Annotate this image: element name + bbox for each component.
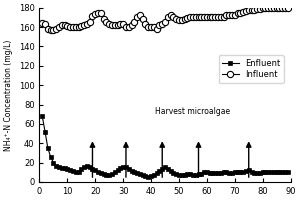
Enfluent: [146, 176, 150, 178]
Influent: [40, 22, 44, 24]
Influent: [68, 26, 72, 28]
Y-axis label: NH₄⁺-N Concentration (mg/L): NH₄⁺-N Concentration (mg/L): [4, 39, 13, 151]
Enfluent: [71, 170, 75, 173]
Line: Enfluent: Enfluent: [40, 114, 290, 179]
Influent: [261, 6, 265, 9]
Enfluent: [261, 171, 265, 173]
Influent: [264, 6, 267, 9]
Enfluent: [66, 168, 69, 171]
Legend: Enfluent, Influent: Enfluent, Influent: [219, 55, 284, 83]
Enfluent: [169, 170, 172, 173]
Text: Harvest microalgae: Harvest microalgae: [155, 107, 230, 116]
Influent: [94, 13, 97, 16]
Enfluent: [91, 168, 94, 171]
Influent: [49, 29, 52, 31]
Enfluent: [286, 171, 290, 173]
Influent: [169, 14, 172, 17]
Enfluent: [135, 172, 139, 174]
Line: Influent: Influent: [39, 5, 291, 33]
Influent: [286, 6, 290, 9]
Enfluent: [40, 115, 44, 117]
Influent: [138, 14, 142, 17]
Influent: [74, 26, 77, 28]
